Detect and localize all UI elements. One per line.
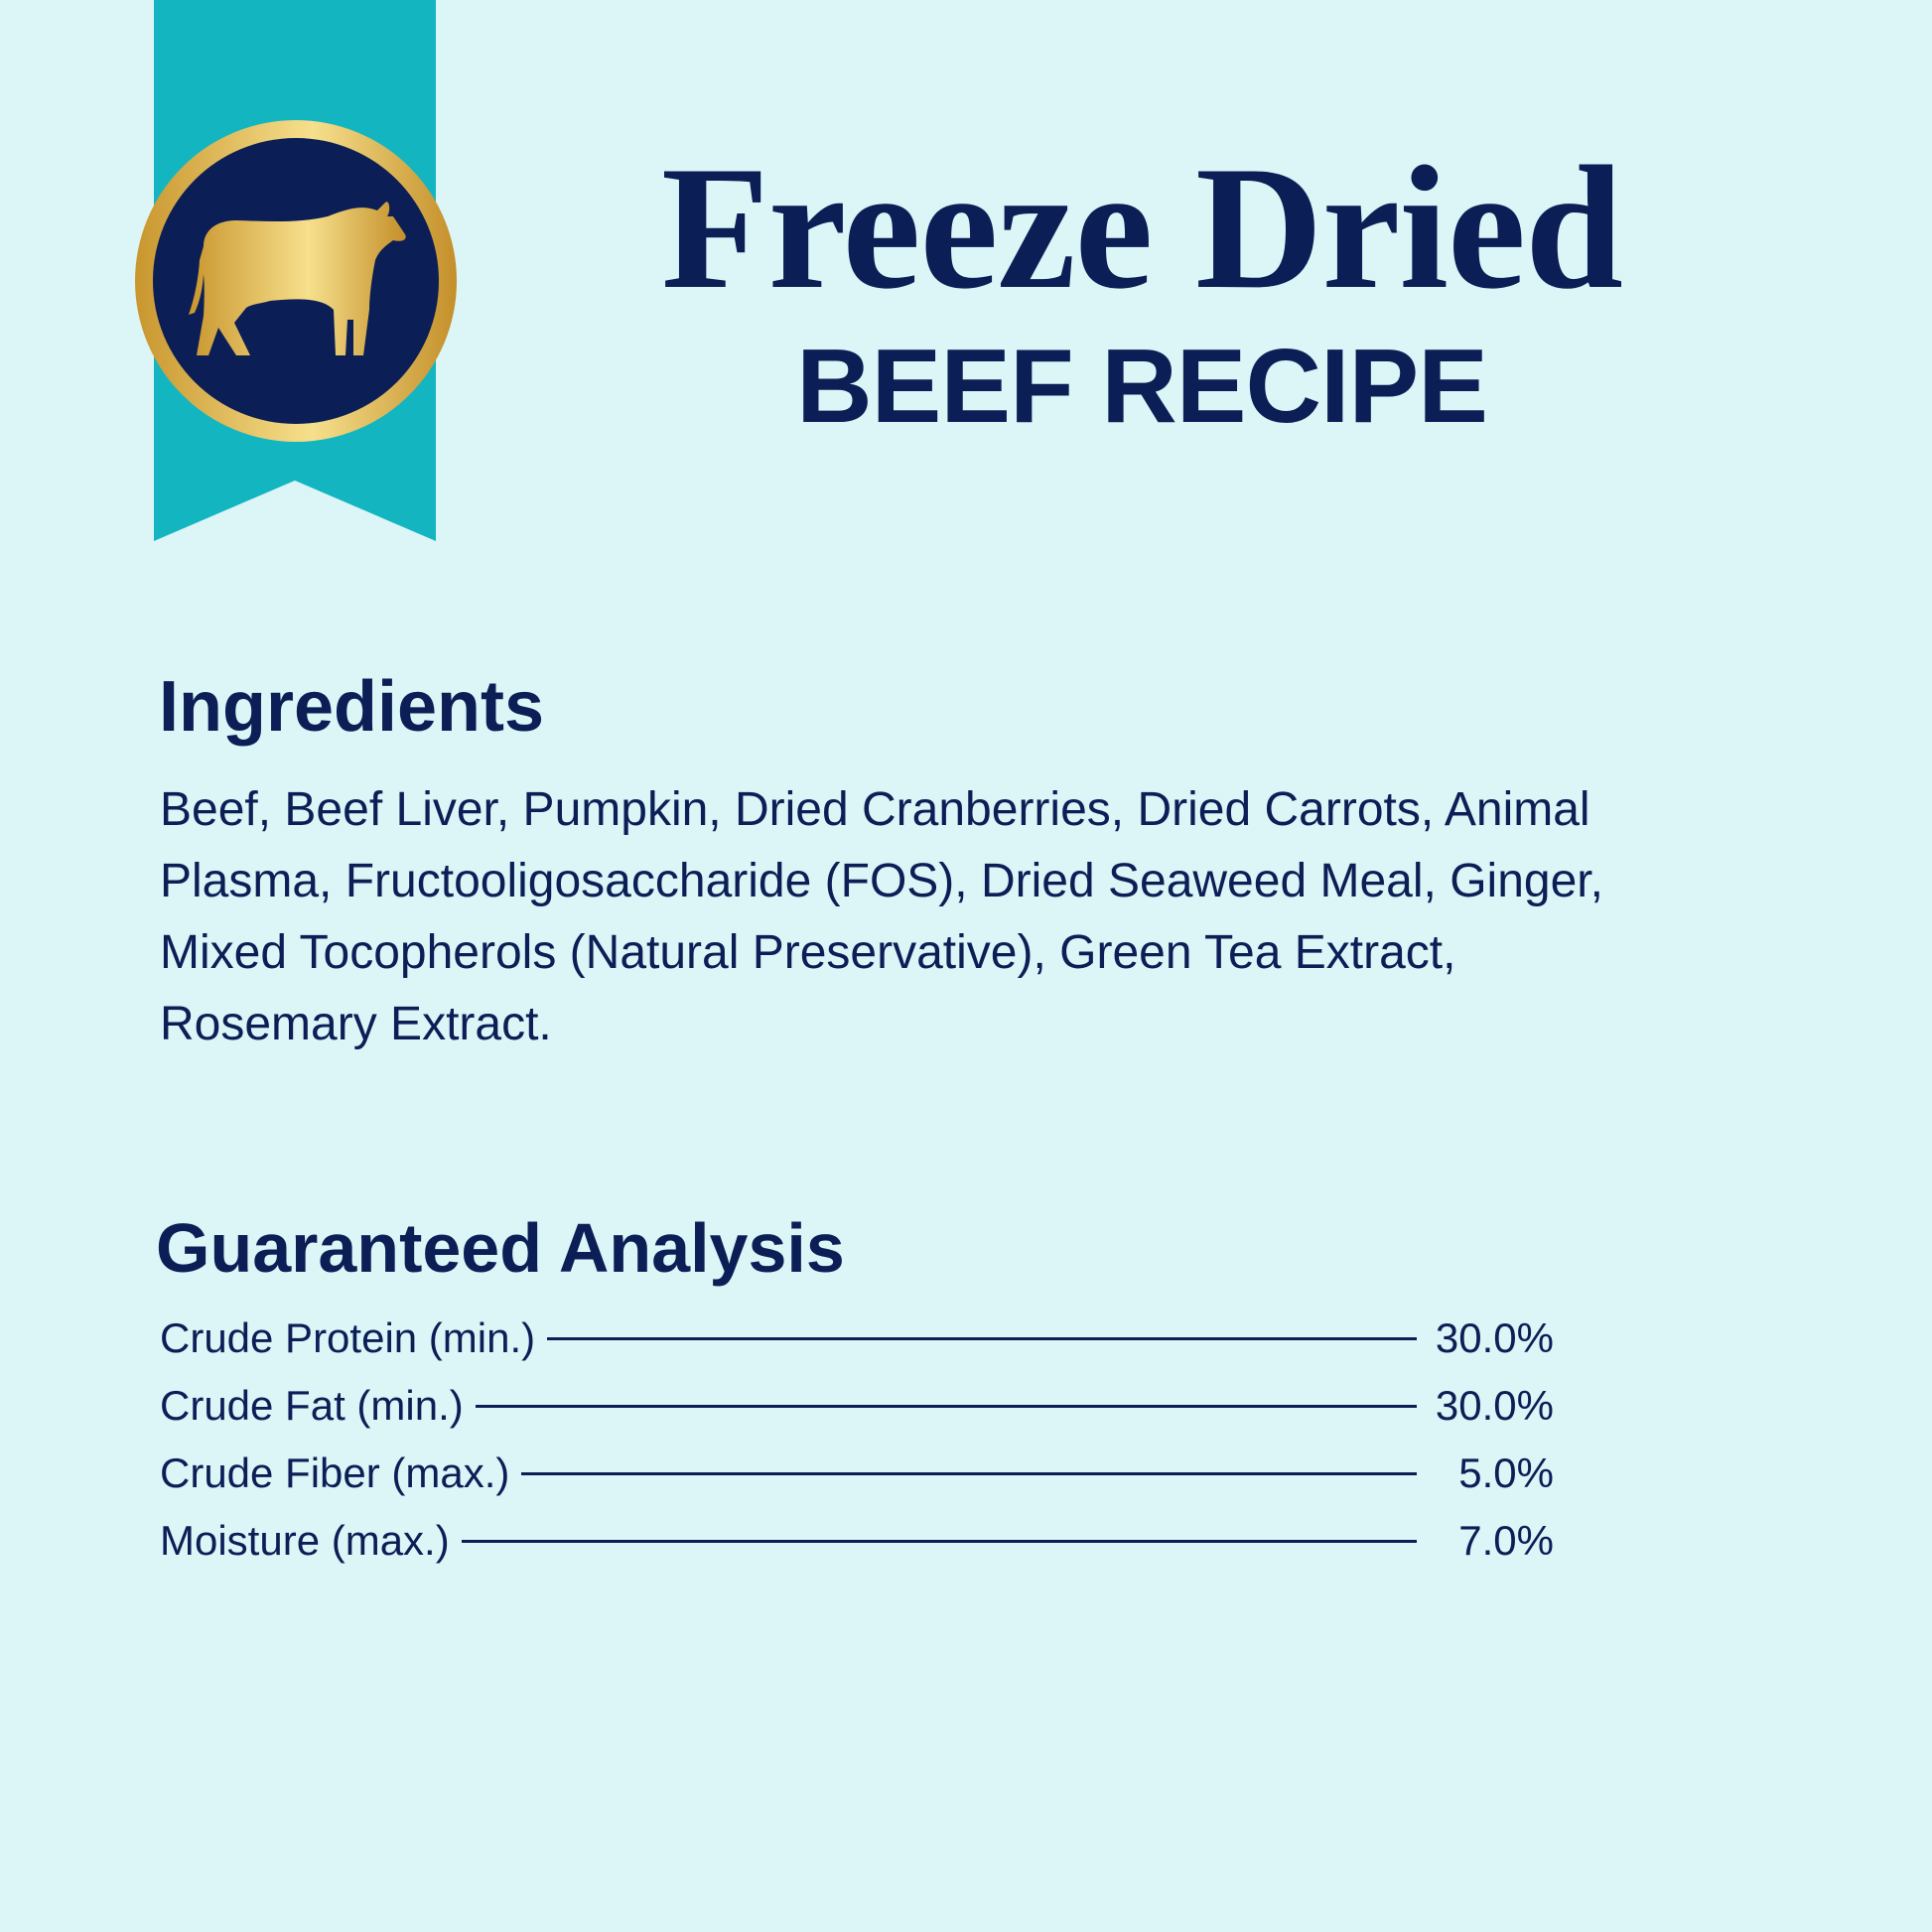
ingredients-line: Mixed Tocopherols (Natural Preservative)… xyxy=(160,926,1456,979)
page-title: Freeze Dried xyxy=(660,129,1623,326)
leader-line xyxy=(475,1404,1417,1408)
cow-icon xyxy=(189,202,406,355)
leader-line xyxy=(461,1539,1417,1543)
analysis-label: Moisture (max.) xyxy=(160,1517,450,1564)
analysis-label: Crude Protein (min.) xyxy=(160,1314,536,1361)
guaranteed-analysis-heading: Guaranteed Analysis xyxy=(156,1209,845,1287)
analysis-row: Crude Protein (min.) 30.0% xyxy=(160,1305,1554,1372)
leader-line xyxy=(521,1471,1417,1475)
analysis-row: Moisture (max.) 7.0% xyxy=(160,1507,1554,1575)
analysis-value: 30.0% xyxy=(1435,1382,1554,1429)
ingredients-line: Plasma, Fructooligosaccharide (FOS), Dri… xyxy=(160,855,1603,907)
ribbon-badge xyxy=(135,0,457,541)
analysis-row: Crude Fat (min.) 30.0% xyxy=(160,1372,1554,1440)
analysis-row: Crude Fiber (max.) 5.0% xyxy=(160,1440,1554,1507)
guaranteed-analysis-table: Crude Protein (min.) 30.0% Crude Fat (mi… xyxy=(160,1305,1554,1575)
recipe-subtitle: BEEF RECIPE xyxy=(796,328,1488,445)
ingredients-list: Beef, Beef Liver, Pumpkin, Dried Cranber… xyxy=(160,774,1603,1060)
ingredients-heading: Ingredients xyxy=(159,667,545,747)
ingredients-line: Beef, Beef Liver, Pumpkin, Dried Cranber… xyxy=(160,783,1590,836)
analysis-label: Crude Fat (min.) xyxy=(160,1382,464,1429)
analysis-label: Crude Fiber (max.) xyxy=(160,1449,510,1496)
analysis-value: 30.0% xyxy=(1435,1314,1554,1361)
analysis-value: 7.0% xyxy=(1458,1517,1554,1564)
ingredients-line: Rosemary Extract. xyxy=(160,998,552,1050)
analysis-value: 5.0% xyxy=(1458,1449,1554,1496)
leader-line xyxy=(547,1336,1417,1340)
